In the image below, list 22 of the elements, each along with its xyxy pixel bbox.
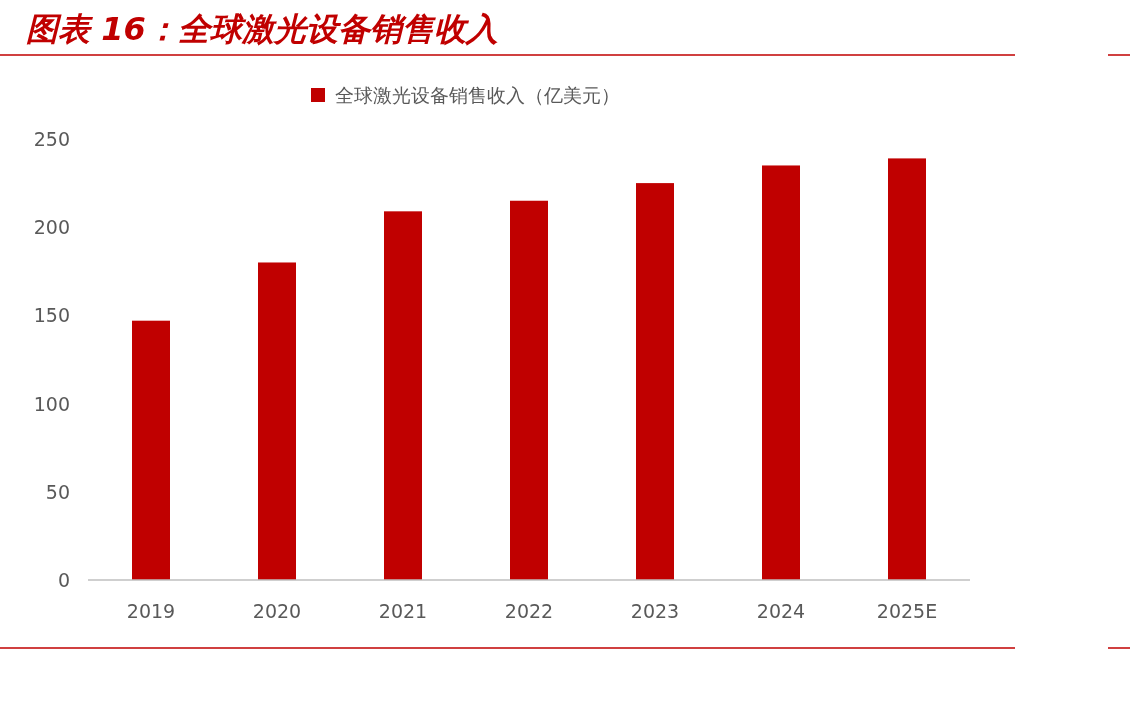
y-tick-label: 250 <box>33 128 70 150</box>
legend-label: 全球激光设备销售收入（亿美元） <box>335 84 620 106</box>
x-tick-label: 2024 <box>756 600 806 622</box>
bar <box>636 183 674 580</box>
y-tick-label: 200 <box>33 216 70 239</box>
x-tick-label: 2025E <box>876 600 938 622</box>
x-tick-label: 2023 <box>630 600 680 622</box>
chart-title: 图表 16：全球激光设备销售收入 <box>26 10 498 48</box>
y-tick-label: 0 <box>57 569 70 591</box>
bar <box>132 320 170 580</box>
bar <box>762 165 800 580</box>
y-tick-label: 50 <box>45 480 70 503</box>
x-tick-label: 2020 <box>252 600 302 622</box>
x-tick-label: 2022 <box>504 600 554 622</box>
bar <box>384 211 422 580</box>
y-tick-label: 100 <box>33 392 70 415</box>
y-tick-label: 150 <box>33 304 70 327</box>
x-tick-label: 2019 <box>126 600 176 622</box>
bar <box>888 158 926 580</box>
bar <box>510 200 548 580</box>
x-tick-label: 2021 <box>378 600 428 622</box>
bar <box>258 262 296 580</box>
